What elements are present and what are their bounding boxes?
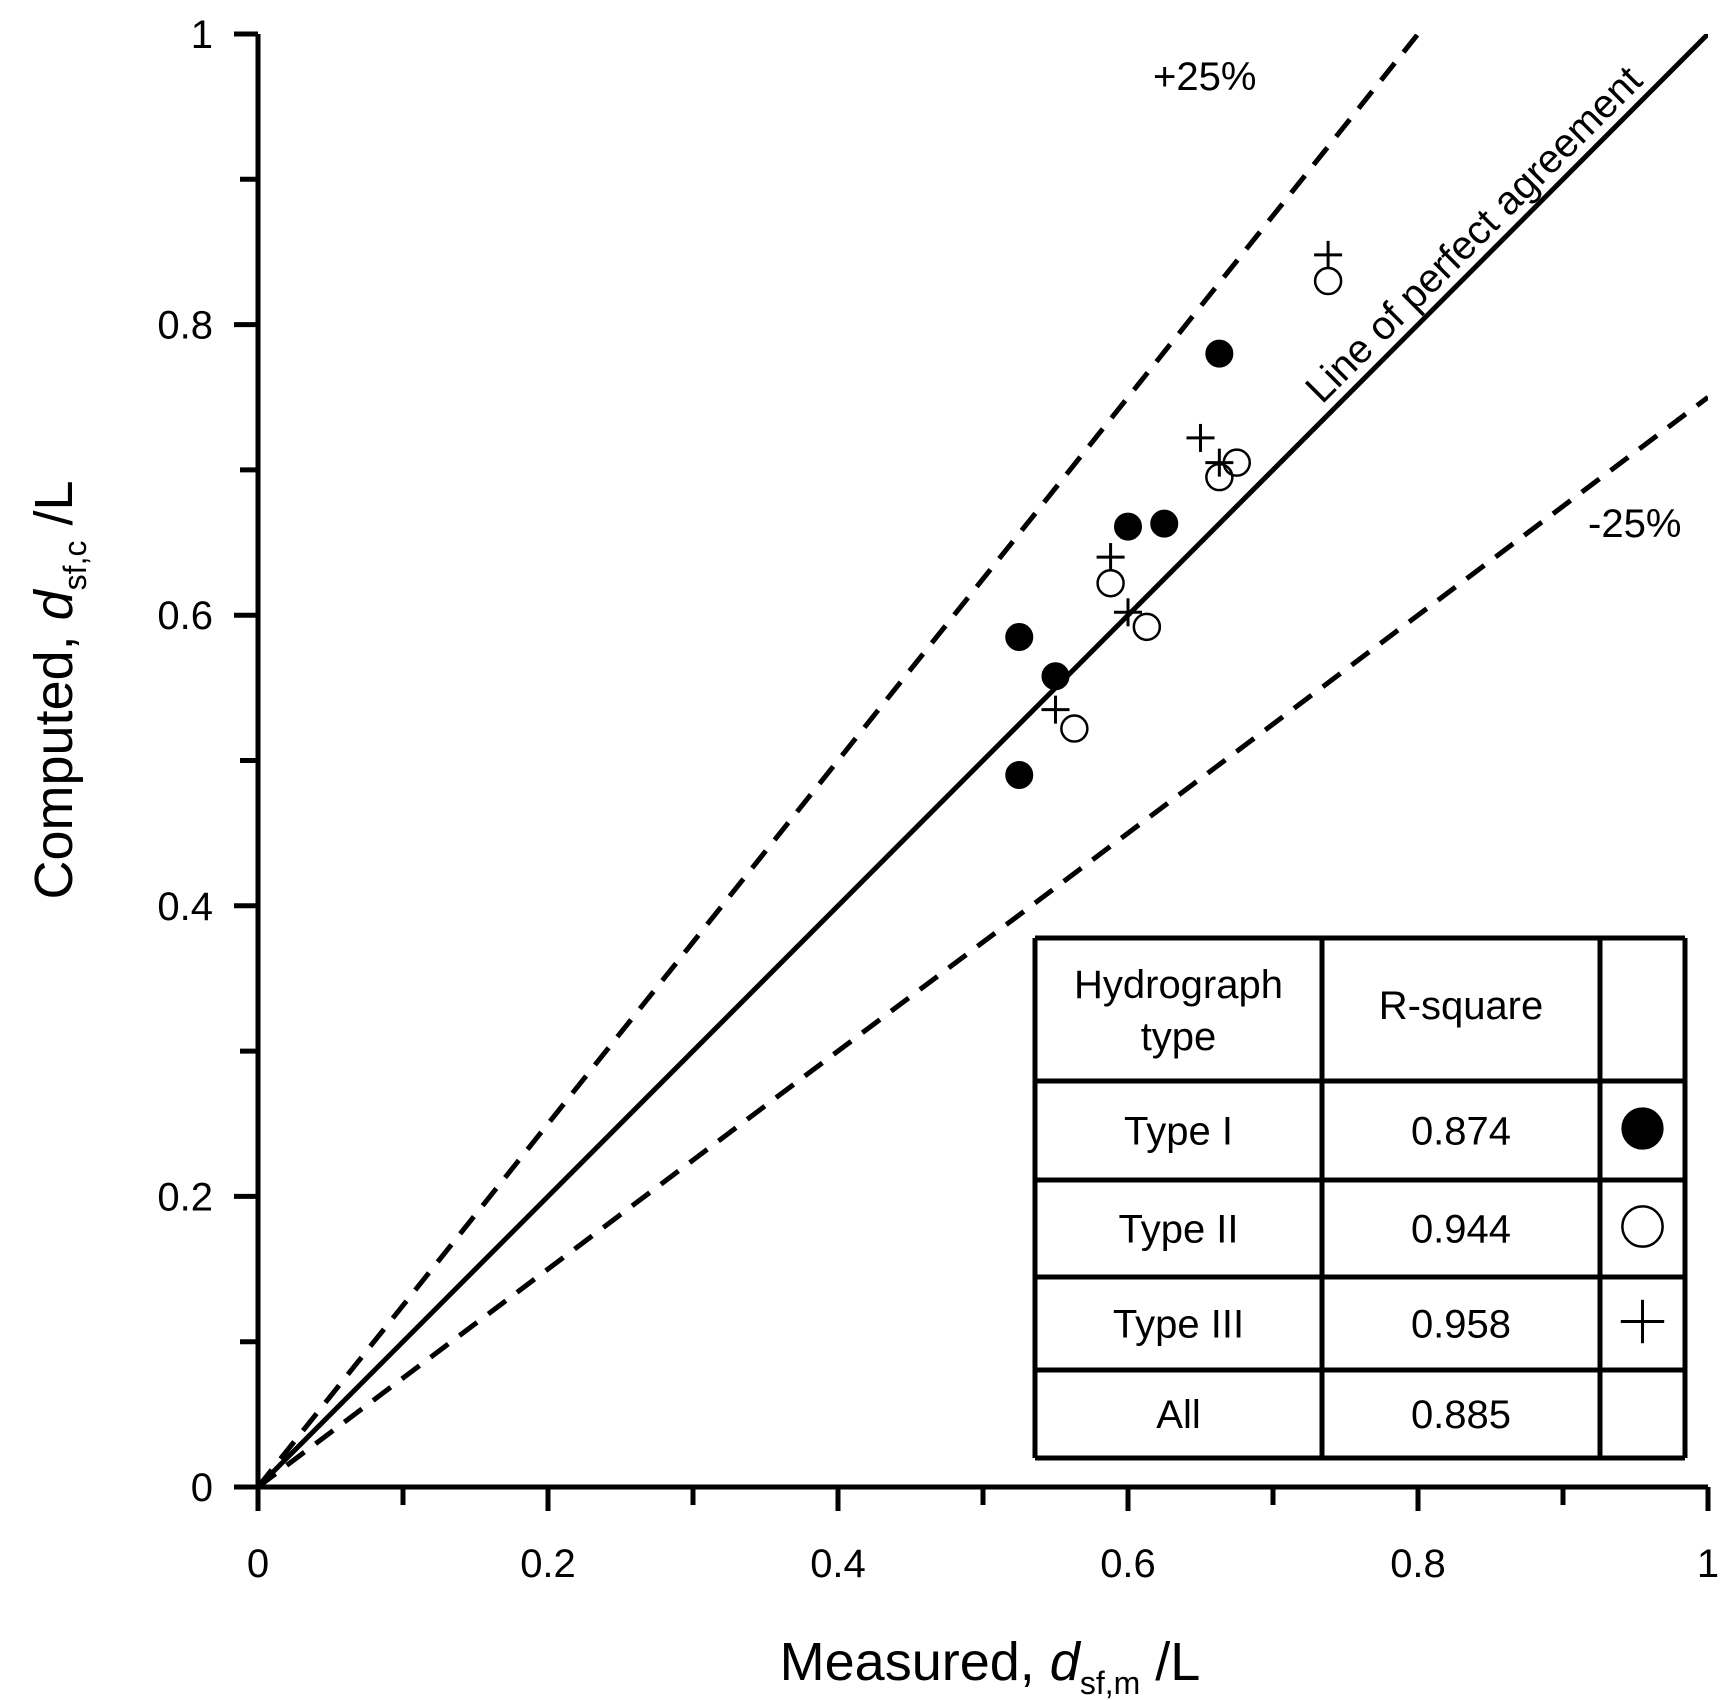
- type-i-point: [1114, 512, 1142, 541]
- x-axis-title-sub: sf,m: [1080, 1665, 1140, 1700]
- type-iii-point: [1205, 448, 1234, 477]
- legend-header-rsquare: R-square: [1379, 984, 1544, 1028]
- y-axis-title-prefix: Computed,: [24, 620, 84, 899]
- legend-row-rsquare: 0.958: [1411, 1303, 1511, 1347]
- type-iii-point: [1096, 543, 1125, 572]
- type-iii-point: [1041, 695, 1070, 724]
- type-iii-point: [1186, 423, 1215, 452]
- legend-row-rsquare: 0.885: [1411, 1393, 1511, 1437]
- type-ii-point: [1060, 714, 1089, 743]
- y-tick-label: 0.6: [157, 594, 213, 638]
- legend-marker-open-circle: [1621, 1205, 1664, 1248]
- axis-ticks: [234, 31, 1711, 1511]
- y-tick-label: 1: [191, 13, 213, 57]
- x-axis-title-prefix: Measured,: [780, 1632, 1050, 1692]
- legend-row-rsquare: 0.874: [1411, 1110, 1511, 1154]
- y-axis-title-var: d: [24, 588, 84, 620]
- y-tick-label: 0.2: [157, 1175, 213, 1219]
- y-tick-label: 0.8: [157, 304, 213, 348]
- reference-lines: [258, 34, 1708, 1487]
- type-iii-point: [1314, 240, 1343, 269]
- legend-marker-filled-circle: [1621, 1107, 1664, 1150]
- type-i-point: [1041, 662, 1070, 691]
- legend-row-type: Type III: [1113, 1303, 1244, 1347]
- type-i-point: [1205, 339, 1234, 368]
- reference-line-minus-25: [258, 395, 1708, 1487]
- type-ii-point: [1132, 612, 1162, 642]
- legend-row-rsquare: 0.944: [1411, 1208, 1511, 1252]
- type-i-point: [1005, 622, 1034, 651]
- y-axis-title-suffix: /L: [24, 480, 84, 540]
- type-i-point: [1150, 509, 1179, 538]
- y-tick-label: 0.4: [157, 885, 213, 929]
- type-i-point: [1005, 761, 1034, 790]
- x-axis-title: Measured, dsf,m /L: [780, 1632, 1201, 1700]
- legend-table: Hydrograph type R-square Type I 0.874 Type II…: [1032, 935, 1688, 1461]
- tick-labels: 0 0.2 0.4 0.6 0.8 1 0 0.2 0.4 0.6 0.8 1: [157, 13, 1719, 1586]
- reference-line-plus-25: [258, 34, 1420, 1487]
- legend-row-type: Type II: [1118, 1208, 1238, 1252]
- legend-marker-plus: [1620, 1299, 1665, 1344]
- x-tick-label: 0.2: [520, 1542, 576, 1586]
- reference-line-perfect-agreement: [258, 34, 1708, 1487]
- type-iii-point: [1114, 598, 1142, 627]
- legend-row-type: All: [1156, 1393, 1200, 1437]
- x-tick-label: 0.8: [1390, 1542, 1446, 1586]
- y-tick-label: 0: [191, 1466, 213, 1510]
- x-axis-title-suffix: /L: [1140, 1632, 1200, 1692]
- legend-header-type-line2: type: [1141, 1015, 1217, 1059]
- y-axis-title: Computed, dsf,c /L: [24, 480, 93, 899]
- annotation-minus-25: -25%: [1588, 502, 1681, 546]
- type-ii-point: [1313, 266, 1343, 296]
- x-tick-label: 0: [247, 1542, 269, 1586]
- y-axis-title-sub: sf,c: [57, 541, 93, 591]
- x-axis-title-var: d: [1050, 1632, 1082, 1692]
- legend-header-type-line1: Hydrograph: [1074, 963, 1283, 1007]
- legend-row-type: Type I: [1124, 1110, 1233, 1154]
- data-markers: [1005, 240, 1343, 790]
- x-tick-label: 0.4: [810, 1542, 866, 1586]
- x-tick-label: 0.6: [1100, 1542, 1156, 1586]
- type-ii-point: [1096, 568, 1125, 598]
- annotation-plus-25: +25%: [1153, 55, 1256, 99]
- x-tick-label: 1: [1697, 1542, 1719, 1586]
